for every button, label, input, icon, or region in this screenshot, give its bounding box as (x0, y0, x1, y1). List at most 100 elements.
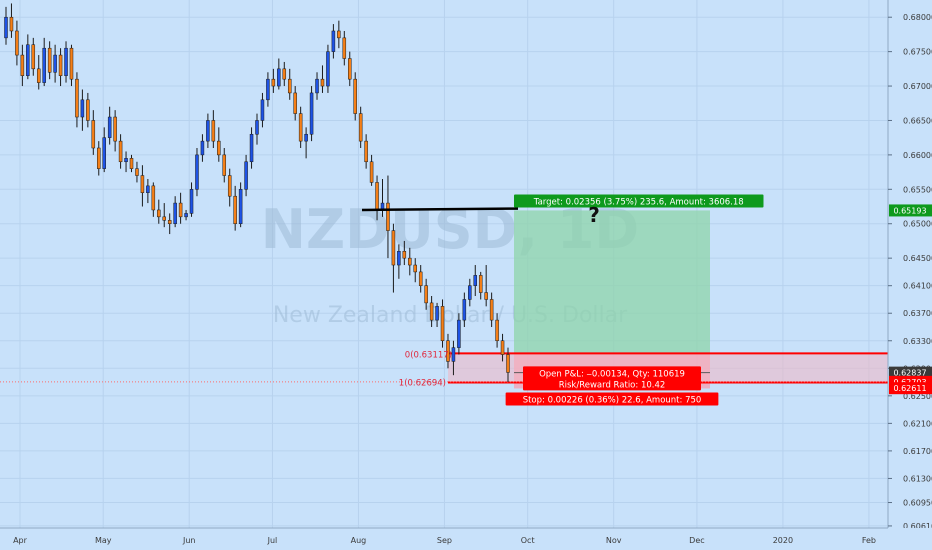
candle[interactable] (157, 199, 161, 224)
candle[interactable] (222, 148, 227, 183)
candle[interactable] (473, 265, 478, 297)
candle[interactable] (135, 161, 139, 183)
candle[interactable] (271, 68, 276, 93)
candle[interactable] (97, 141, 101, 176)
candle[interactable] (26, 34, 30, 80)
candle[interactable] (129, 154, 134, 173)
candle[interactable] (358, 106, 363, 149)
candle[interactable] (102, 127, 106, 173)
candle[interactable] (217, 127, 221, 162)
candle[interactable] (320, 65, 325, 93)
candle[interactable] (315, 72, 319, 100)
candle[interactable] (424, 278, 428, 310)
candle[interactable] (440, 299, 445, 348)
candle[interactable] (113, 110, 117, 152)
candle[interactable] (118, 134, 123, 169)
candle[interactable] (227, 168, 232, 207)
candle[interactable] (189, 182, 194, 217)
candle[interactable] (397, 244, 401, 279)
candle[interactable] (36, 55, 41, 90)
candle[interactable] (489, 292, 494, 327)
candle[interactable] (20, 44, 25, 87)
candle[interactable] (4, 6, 8, 45)
candle[interactable] (386, 175, 390, 259)
candle[interactable] (15, 20, 19, 66)
candle[interactable] (9, 3, 14, 38)
candle[interactable] (337, 20, 341, 49)
candle[interactable] (69, 44, 74, 87)
candle[interactable] (244, 154, 248, 197)
candle[interactable] (468, 278, 472, 307)
candle[interactable] (413, 258, 417, 283)
candle[interactable] (58, 48, 63, 87)
candle[interactable] (53, 44, 57, 83)
candle[interactable] (151, 182, 156, 217)
price-tag-label: 0.62611 (893, 384, 926, 393)
candle[interactable] (184, 209, 188, 221)
candle[interactable] (353, 72, 357, 121)
candle[interactable] (364, 134, 368, 169)
candle[interactable] (167, 213, 172, 235)
candle[interactable] (42, 37, 46, 87)
candle[interactable] (211, 110, 216, 149)
candle[interactable] (173, 196, 177, 228)
candle[interactable] (47, 41, 52, 80)
candle[interactable] (391, 223, 396, 293)
candle[interactable] (206, 113, 210, 149)
candle[interactable] (178, 192, 183, 224)
candle[interactable] (429, 296, 434, 327)
candle[interactable] (402, 240, 407, 266)
candle[interactable] (478, 271, 483, 300)
candle[interactable] (495, 313, 499, 348)
candle[interactable] (408, 247, 412, 276)
candle[interactable] (238, 182, 243, 228)
price-tag-label: 0.65193 (893, 206, 926, 215)
candle[interactable] (75, 72, 79, 128)
candle[interactable] (255, 113, 259, 145)
candle[interactable] (418, 265, 423, 293)
candle[interactable] (86, 92, 90, 128)
candle[interactable] (107, 106, 112, 145)
candle[interactable] (195, 148, 199, 197)
candle[interactable] (435, 302, 439, 327)
candle[interactable] (200, 134, 205, 162)
candle[interactable] (266, 72, 270, 107)
candle[interactable] (277, 58, 281, 90)
candle[interactable] (31, 37, 36, 76)
candle[interactable] (298, 106, 303, 149)
candle[interactable] (309, 86, 314, 142)
candle[interactable] (80, 89, 85, 131)
candle[interactable] (162, 203, 166, 228)
candle[interactable] (287, 68, 292, 100)
candle[interactable] (304, 127, 308, 159)
candle[interactable] (462, 292, 467, 327)
candle[interactable] (282, 61, 287, 87)
candle[interactable] (249, 127, 254, 169)
candle[interactable] (457, 313, 461, 355)
candle[interactable] (293, 86, 297, 121)
candle[interactable] (260, 92, 265, 128)
candle[interactable] (124, 151, 128, 173)
candle[interactable] (331, 24, 336, 59)
candle[interactable] (484, 265, 488, 307)
candle[interactable] (64, 41, 68, 83)
candle[interactable] (146, 178, 150, 204)
candle[interactable] (91, 110, 96, 155)
x-axis[interactable]: Apr May Jun Jul Aug Sep Oct Nov Dec 2020 Feb (0, 527, 932, 550)
candle[interactable] (326, 44, 330, 93)
candle[interactable] (140, 165, 145, 207)
candle[interactable] (446, 333, 450, 369)
candle[interactable] (342, 30, 347, 66)
candle[interactable] (506, 347, 510, 383)
candles[interactable] (4, 3, 510, 383)
candle[interactable] (500, 333, 505, 362)
candle[interactable] (369, 154, 374, 186)
candle[interactable] (233, 185, 237, 231)
candle[interactable] (451, 340, 456, 376)
price-tag-bg (889, 204, 932, 217)
candle[interactable] (348, 51, 352, 87)
